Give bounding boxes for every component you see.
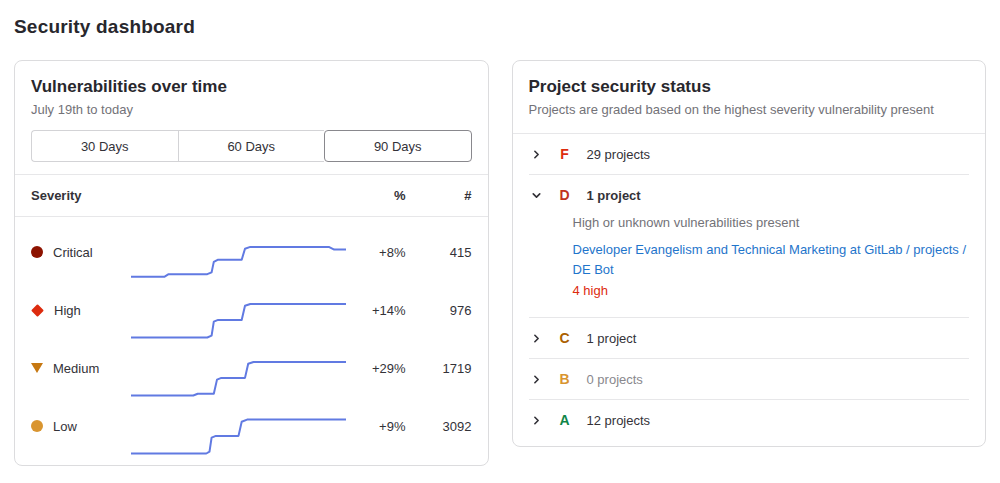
grade-letter: D <box>557 187 573 203</box>
grade-letter: A <box>557 412 573 428</box>
grade-group-b: B 0 projects <box>529 359 970 400</box>
security-dashboard-page: Security dashboard Vulnerabilities over … <box>0 0 1000 466</box>
chevron-down-icon[interactable] <box>529 187 545 203</box>
grade-group-d-toggle[interactable]: D 1 project <box>529 175 970 215</box>
table-row-medium: Medium +29% 1719 <box>31 339 472 397</box>
grade-group-d-details: High or unknown vulnerabilities present … <box>529 215 970 317</box>
grade-letter: B <box>557 371 573 387</box>
percent-change-value: +14% <box>346 303 414 318</box>
severity-column-header: Severity <box>31 188 131 203</box>
vuln-card-title: Vulnerabilities over time <box>31 77 472 97</box>
vuln-card-date-range: July 19th to today <box>31 102 472 117</box>
severity-medium-icon <box>31 363 43 373</box>
vuln-card-header: Vulnerabilities over time July 19th to t… <box>15 61 488 174</box>
chevron-right-icon[interactable] <box>529 412 545 428</box>
chevron-right-icon[interactable] <box>529 371 545 387</box>
grade-letter: F <box>557 146 573 162</box>
severity-label: High <box>54 303 81 318</box>
range-button-60-days[interactable]: 60 Days <box>178 130 325 162</box>
severity-label: Critical <box>53 245 93 260</box>
chevron-right-icon[interactable] <box>529 330 545 346</box>
grade-group-f: F 29 projects <box>529 134 970 175</box>
low-trend-sparkline <box>131 413 346 457</box>
high-trend-sparkline <box>131 297 346 341</box>
percent-change-value: +29% <box>346 361 414 376</box>
percent-column-header: % <box>346 188 414 203</box>
project-count-label: 1 project <box>587 188 641 203</box>
vulnerability-count-value: 1719 <box>414 361 472 376</box>
vulnerability-count-value: 976 <box>414 303 472 318</box>
severity-label: Medium <box>53 361 99 376</box>
vulnerabilities-over-time-card: Vulnerabilities over time July 19th to t… <box>14 60 489 466</box>
severity-rows: Critical +8% 415 High +14% 976 <box>15 217 488 465</box>
grade-group-b-toggle[interactable]: B 0 projects <box>529 359 970 399</box>
severity-high-icon <box>31 304 44 317</box>
grade-groups: F 29 projects D 1 project High or unknow… <box>513 134 986 446</box>
grade-group-a-toggle[interactable]: A 12 projects <box>529 400 970 440</box>
project-count-label: 29 projects <box>587 147 651 162</box>
project-count-label: 1 project <box>587 331 637 346</box>
grade-group-f-toggle[interactable]: F 29 projects <box>529 134 970 174</box>
project-count-label: 12 projects <box>587 413 651 428</box>
severity-table-header: Severity % # <box>15 174 488 217</box>
project-count-label: 0 projects <box>587 372 643 387</box>
table-row-low: Low +9% 3092 <box>31 397 472 455</box>
status-card-title: Project security status <box>529 77 970 97</box>
critical-trend-sparkline <box>131 239 346 283</box>
table-row-critical: Critical +8% 415 <box>31 223 472 281</box>
dashboard-layout: Vulnerabilities over time July 19th to t… <box>14 60 986 466</box>
severity-low-icon <box>31 420 43 432</box>
vulnerability-summary: 4 high <box>573 281 970 301</box>
range-button-30-days[interactable]: 30 Days <box>31 130 178 162</box>
vulnerability-count-value: 415 <box>414 245 472 260</box>
day-range-button-group: 30 Days 60 Days 90 Days <box>31 130 472 162</box>
status-card-header: Project security status Projects are gra… <box>513 61 986 134</box>
severity-critical-icon <box>31 246 43 258</box>
range-button-90-days[interactable]: 90 Days <box>324 130 472 162</box>
grade-letter: C <box>557 330 573 346</box>
medium-trend-sparkline <box>131 355 346 399</box>
page-title: Security dashboard <box>14 16 986 38</box>
count-column-header: # <box>414 188 472 203</box>
table-row-high: High +14% 976 <box>31 281 472 339</box>
grade-description: High or unknown vulnerabilities present <box>573 215 970 230</box>
chevron-right-icon[interactable] <box>529 146 545 162</box>
grade-group-c: C 1 project <box>529 318 970 359</box>
vulnerability-count-value: 3092 <box>414 419 472 434</box>
grade-group-c-toggle[interactable]: C 1 project <box>529 318 970 358</box>
percent-change-value: +9% <box>346 419 414 434</box>
project-link[interactable]: Developer Evangelism and Technical Marke… <box>573 240 970 280</box>
grade-group-a: A 12 projects <box>529 400 970 440</box>
status-card-subtitle: Projects are graded based on the highest… <box>529 102 970 117</box>
project-security-status-card: Project security status Projects are gra… <box>512 60 987 447</box>
percent-change-value: +8% <box>346 245 414 260</box>
severity-label: Low <box>53 419 77 434</box>
grade-group-d: D 1 project High or unknown vulnerabilit… <box>529 175 970 318</box>
